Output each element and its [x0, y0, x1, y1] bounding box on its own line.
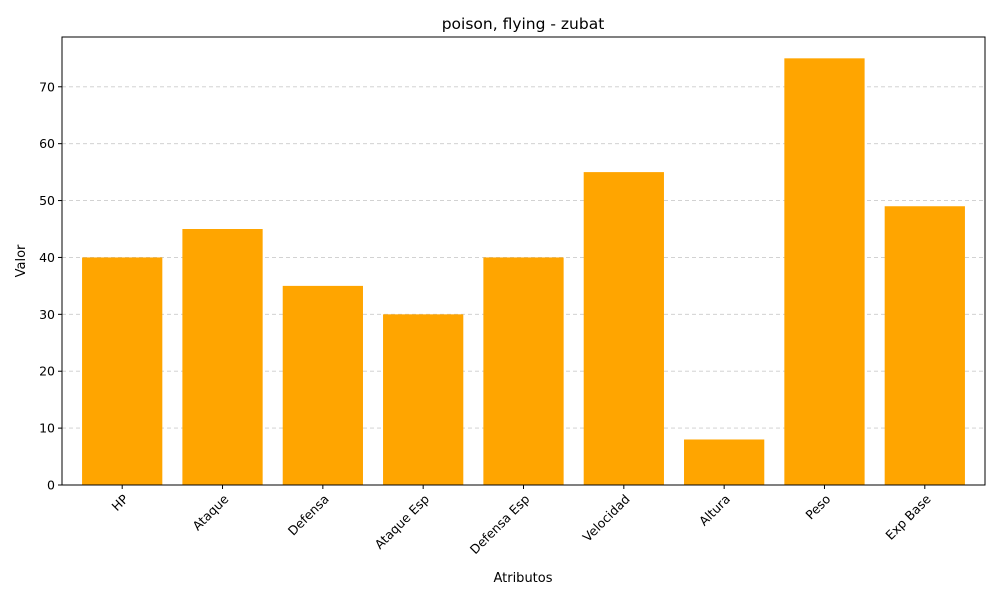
y-tick-label: 0	[47, 478, 55, 493]
y-tick-label: 10	[39, 421, 55, 436]
bar-defensa	[282, 285, 363, 485]
x-tick-label: Exp Base	[882, 491, 934, 543]
x-tick-label: Altura	[696, 491, 733, 528]
y-tick-label: 40	[39, 250, 55, 265]
bar-velocidad	[583, 172, 664, 485]
bar-hp	[82, 257, 163, 485]
y-tick-label: 50	[39, 193, 55, 208]
y-axis-label: Valor	[14, 244, 29, 277]
chart-title: poison, flying - zubat	[442, 15, 605, 33]
y-tick-label: 30	[39, 307, 55, 322]
y-axis-ticks: 0 10 20 30 40 50 60 70	[39, 79, 62, 493]
x-tick-label: HP	[109, 491, 132, 514]
y-tick-label: 70	[39, 79, 55, 94]
bar-ataque	[182, 229, 263, 485]
bar-defensa-esp	[483, 257, 564, 485]
x-axis-label: Atributos	[493, 571, 552, 586]
x-tick-label: Ataque Esp	[371, 491, 432, 552]
x-axis-ticks: HP Ataque Defensa Ataque Esp Defensa Esp Velo…	[109, 485, 934, 557]
y-tick-label: 60	[39, 136, 55, 151]
y-tick-label: 20	[39, 364, 55, 379]
bar-exp-base	[884, 206, 965, 485]
x-tick-label: Defensa	[285, 491, 332, 538]
x-tick-label: Velocidad	[580, 491, 633, 544]
x-tick-label: Ataque	[189, 491, 231, 533]
x-tick-label: Peso	[802, 491, 833, 522]
bar-peso	[784, 58, 865, 485]
bars	[82, 58, 965, 485]
bar-altura	[684, 439, 765, 485]
bar-ataque-esp	[383, 314, 464, 485]
x-tick-label: Defensa Esp	[467, 491, 533, 557]
